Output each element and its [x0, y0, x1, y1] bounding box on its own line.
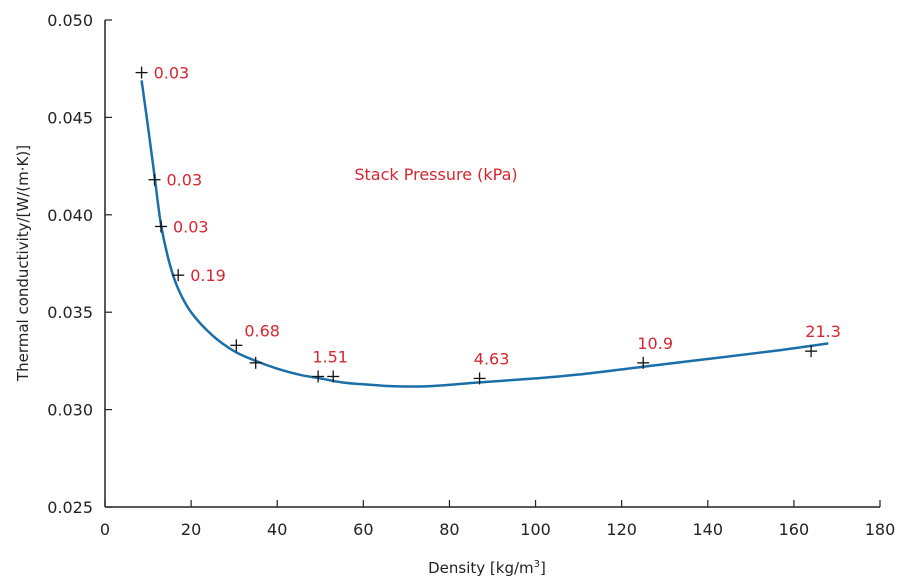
pressure-label: 1.51 [312, 347, 348, 366]
data-point-marker [637, 356, 650, 369]
data-point-marker [230, 339, 243, 352]
pressure-label: 10.9 [637, 334, 673, 353]
plot-area [104, 20, 880, 508]
x-tick-label: 100 [520, 520, 551, 539]
data-point-marker [249, 356, 262, 369]
data-point-marker [135, 66, 148, 79]
data-point-marker [327, 370, 340, 383]
data-point-marker [312, 370, 325, 383]
x-tick-label: 80 [439, 520, 459, 539]
y-tick-label: 0.045 [47, 108, 93, 127]
stack-pressure-annotation: Stack Pressure (kPa) [354, 165, 517, 184]
x-axis-title: Density [kg/m3] [428, 559, 546, 577]
x-tick-label: 0 [100, 520, 110, 539]
pressure-label: 0.03 [154, 64, 190, 83]
data-point-marker [473, 372, 486, 385]
pressure-label: 4.63 [474, 349, 510, 368]
y-axis-title: Thermal conductivity/[W/(m·K)] [14, 145, 32, 382]
fit-curve [140, 80, 829, 388]
y-tick-label: 0.035 [47, 303, 93, 322]
y-tick-label: 0.040 [47, 206, 93, 225]
pressure-label: 0.19 [190, 266, 226, 285]
x-axis-title-main: Density [kg/m [428, 559, 534, 577]
pressure-label: 0.03 [167, 171, 203, 190]
x-tick-label: 60 [353, 520, 373, 539]
data-point-marker [148, 173, 161, 186]
x-tick-label: 20 [181, 520, 201, 539]
data-point-marker [172, 269, 185, 282]
data-point-marker [805, 345, 818, 358]
x-axis-title-end: ] [540, 559, 546, 577]
x-ticks: 0 20 40 60 80 100 120 140 160 180 [100, 500, 895, 539]
x-axis-title-superscript: 3 [534, 559, 540, 570]
y-tick-label: 0.050 [47, 11, 93, 30]
y-tick-label: 0.030 [47, 401, 93, 420]
point-labels: 0.03 0.03 0.03 0.19 0.68 1.51 4.63 10.9 21.3 [154, 64, 841, 369]
data-point-marker [154, 220, 167, 233]
pressure-label: 21.3 [805, 322, 841, 341]
data-markers [135, 66, 818, 385]
y-tick-label: 0.025 [47, 498, 93, 517]
y-ticks: 0.025 0.030 0.035 0.040 0.045 0.050 [47, 11, 112, 517]
pressure-label: 0.68 [244, 321, 280, 340]
x-tick-label: 120 [606, 520, 637, 539]
x-tick-label: 180 [865, 520, 896, 539]
x-tick-label: 140 [693, 520, 724, 539]
pressure-label: 0.03 [173, 217, 209, 236]
x-tick-label: 160 [779, 520, 810, 539]
x-tick-label: 40 [267, 520, 287, 539]
